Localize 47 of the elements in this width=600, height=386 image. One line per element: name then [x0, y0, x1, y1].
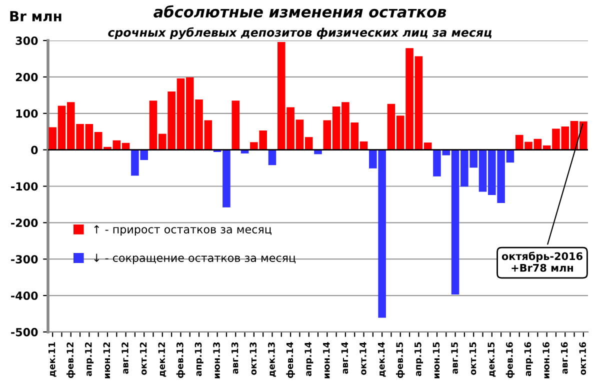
x-tick-label: авг.13 — [231, 342, 238, 374]
x-tick-label: июн.13 — [213, 342, 220, 378]
y-tick-label: -300 — [11, 255, 38, 264]
x-tick-label: окт.15 — [470, 342, 476, 375]
y-tick-label: -500 — [11, 328, 38, 336]
x-tick-label: апр.12 — [84, 342, 94, 376]
x-tick-label: фев.16 — [506, 342, 515, 378]
chart-subtitle: срочных рублевых депозитов физических лиц за месяц — [108, 27, 492, 40]
x-tick-label: дек.15 — [488, 342, 496, 377]
y-tick-label: 300 — [16, 36, 38, 45]
x-tick-label: авг.16 — [560, 342, 568, 374]
y-tick-label: -200 — [11, 218, 38, 228]
x-tick-label: июн.16 — [542, 342, 550, 378]
x-tick-label: авг.12 — [122, 342, 128, 374]
x-tick-label: фев.14 — [286, 342, 295, 378]
x-tick-label: фев.15 — [396, 342, 405, 378]
x-tick-label: апр.15 — [414, 342, 424, 376]
y-tick-label: -400 — [11, 292, 38, 300]
y-tick-label: -100 — [11, 182, 38, 191]
annotation: октябрь-2016 +Br78 млн — [502, 252, 582, 272]
x-tick-label: фев.13 — [176, 342, 186, 378]
legend-label: ↑ - прирост остатков за месяц — [94, 225, 272, 236]
chart-title: абсолютные изменения остатков — [154, 5, 446, 18]
bar — [268, 150, 276, 166]
x-tick-label: дек.12 — [158, 342, 166, 377]
x-tick-label: авг.15 — [451, 342, 458, 374]
x-tick-label: авг.14 — [341, 342, 348, 374]
y-tick-label: 100 — [16, 109, 38, 118]
bar — [232, 100, 240, 150]
y-axis-title: Br млн — [10, 11, 62, 22]
x-tick-label: апр.16 — [524, 342, 533, 376]
x-tick-label: июн.15 — [432, 342, 440, 378]
x-tick-label: фев.12 — [66, 342, 76, 378]
y-tick-label: 0 — [31, 146, 38, 154]
x-tick-label: дек.13 — [268, 342, 276, 377]
x-tick-label: окт.16 — [579, 342, 586, 375]
x-tick-label: июн.14 — [323, 342, 330, 378]
x-tick-label: апр.13 — [194, 342, 204, 376]
legend-label: ↓ - сокращение остатков за месяц — [94, 254, 296, 264]
y-tick-label: 200 — [16, 72, 38, 82]
x-tick-label: апр.14 — [304, 342, 314, 376]
x-tick-label: окт.14 — [360, 342, 366, 375]
x-tick-label: июн.12 — [103, 342, 110, 378]
x-tick-label: окт.13 — [250, 342, 257, 375]
x-tick-label: дек.14 — [378, 342, 386, 377]
x-tick-label: дек.11 — [48, 342, 56, 377]
x-tick-label: окт.12 — [140, 342, 147, 375]
